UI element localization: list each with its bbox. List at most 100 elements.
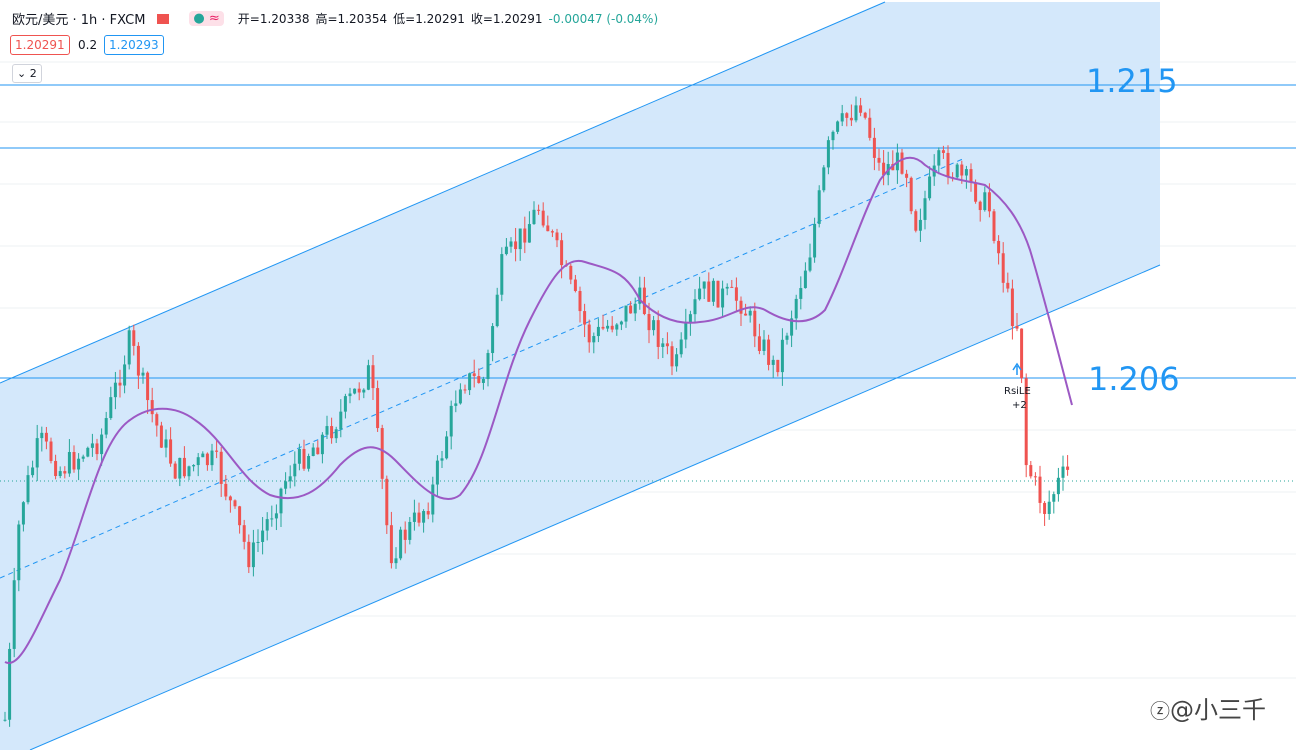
candle-body (606, 325, 610, 329)
candle-body (863, 112, 867, 118)
candle-body (946, 152, 950, 178)
candle-body (550, 231, 554, 233)
candle-body (17, 524, 21, 581)
signal-label: RsiLE (1004, 386, 1031, 397)
candle-body (757, 336, 761, 351)
candle-body (100, 434, 104, 455)
candle-body (366, 365, 370, 390)
candle-body (785, 335, 789, 340)
candle-body (675, 354, 679, 367)
candle-body (63, 471, 67, 474)
candle-body (624, 305, 628, 322)
candle-body (1033, 476, 1037, 478)
candle-body (311, 447, 315, 456)
candle-body (716, 280, 720, 308)
candle-body (868, 117, 872, 138)
candle-body (803, 270, 807, 289)
candle-body (26, 475, 30, 503)
candle-body (44, 432, 48, 442)
candle-body (49, 441, 53, 461)
flag-icon[interactable] (157, 13, 170, 24)
candle-body (417, 512, 421, 523)
candle-body (334, 429, 338, 439)
candle-body (813, 223, 817, 258)
candle-body (974, 182, 978, 202)
candle-body (463, 389, 467, 391)
candle-body (1001, 253, 1005, 283)
candle-body (3, 719, 7, 721)
candle-body (1061, 466, 1065, 478)
candle-body (279, 488, 283, 514)
candle-body (196, 457, 200, 466)
candle-body (707, 281, 711, 302)
candle-body (592, 336, 596, 343)
candle-body (256, 541, 260, 543)
candle-body (182, 457, 186, 477)
candle-body (67, 452, 71, 474)
candle-body (670, 346, 674, 367)
candle-body (486, 353, 490, 380)
candle-body (173, 463, 177, 479)
candle-body (31, 467, 35, 476)
indicator-count: 2 (29, 67, 37, 80)
candle-body (780, 339, 784, 373)
candle-body (808, 257, 812, 271)
candle-body (104, 418, 108, 435)
candle-body (711, 280, 715, 302)
ohlc-high: 高=1.20354 (315, 12, 388, 26)
channel-upper (0, 1, 886, 384)
candle-body (58, 471, 62, 477)
candle-body (734, 287, 738, 301)
candle-body (426, 511, 430, 515)
candle-body (141, 372, 145, 376)
candle-body (192, 465, 196, 467)
signal-qty: +2 (1012, 400, 1027, 411)
candle-body (656, 320, 660, 347)
candle-body (767, 339, 771, 365)
candles (3, 96, 1070, 727)
candle-body (905, 173, 909, 178)
candle-body (836, 121, 840, 132)
candle-body (242, 525, 246, 542)
candle-body (684, 322, 688, 340)
candle-body (569, 265, 573, 280)
candle-body (997, 240, 1001, 254)
candle-body (1010, 288, 1014, 326)
indicator-toggle[interactable]: ⌄ 2 (12, 64, 42, 83)
candle-body (523, 228, 527, 243)
candle-body (909, 177, 913, 212)
candle-body (150, 400, 154, 415)
candle-body (992, 211, 996, 241)
header: 欧元/美元 · 1h · FXCM ● ≈ 开=1.20338 高=1.2035… (12, 9, 658, 28)
sell-button[interactable]: 1.20291 (10, 35, 70, 55)
candle-body (882, 162, 886, 176)
candle-body (348, 393, 352, 397)
candle-body (509, 241, 513, 247)
buy-button[interactable]: 1.20293 (104, 35, 164, 55)
candle-body (35, 438, 39, 468)
candle-body (40, 432, 44, 439)
candle-body (399, 529, 403, 559)
candle-body (799, 288, 803, 299)
candle-body (840, 113, 844, 122)
candle-body (362, 389, 366, 393)
candle-body (1029, 465, 1033, 477)
candle-body (394, 558, 398, 564)
candle-body (95, 443, 99, 455)
candle-body (343, 396, 347, 412)
candle-body (817, 190, 821, 224)
candle-body (380, 428, 384, 479)
candle-body (955, 164, 959, 178)
candle-body (270, 518, 274, 520)
candle-body (845, 113, 849, 118)
channel-lower (29, 264, 1161, 750)
candle-body (219, 451, 223, 484)
candle-body (987, 192, 991, 212)
candle-body (978, 201, 982, 211)
candle-body (445, 436, 449, 459)
watermark: ⓩ@小三千 (1150, 696, 1266, 724)
status-icons[interactable]: ● ≈ (189, 11, 224, 26)
candle-body (560, 240, 564, 266)
candle-body (854, 105, 858, 121)
